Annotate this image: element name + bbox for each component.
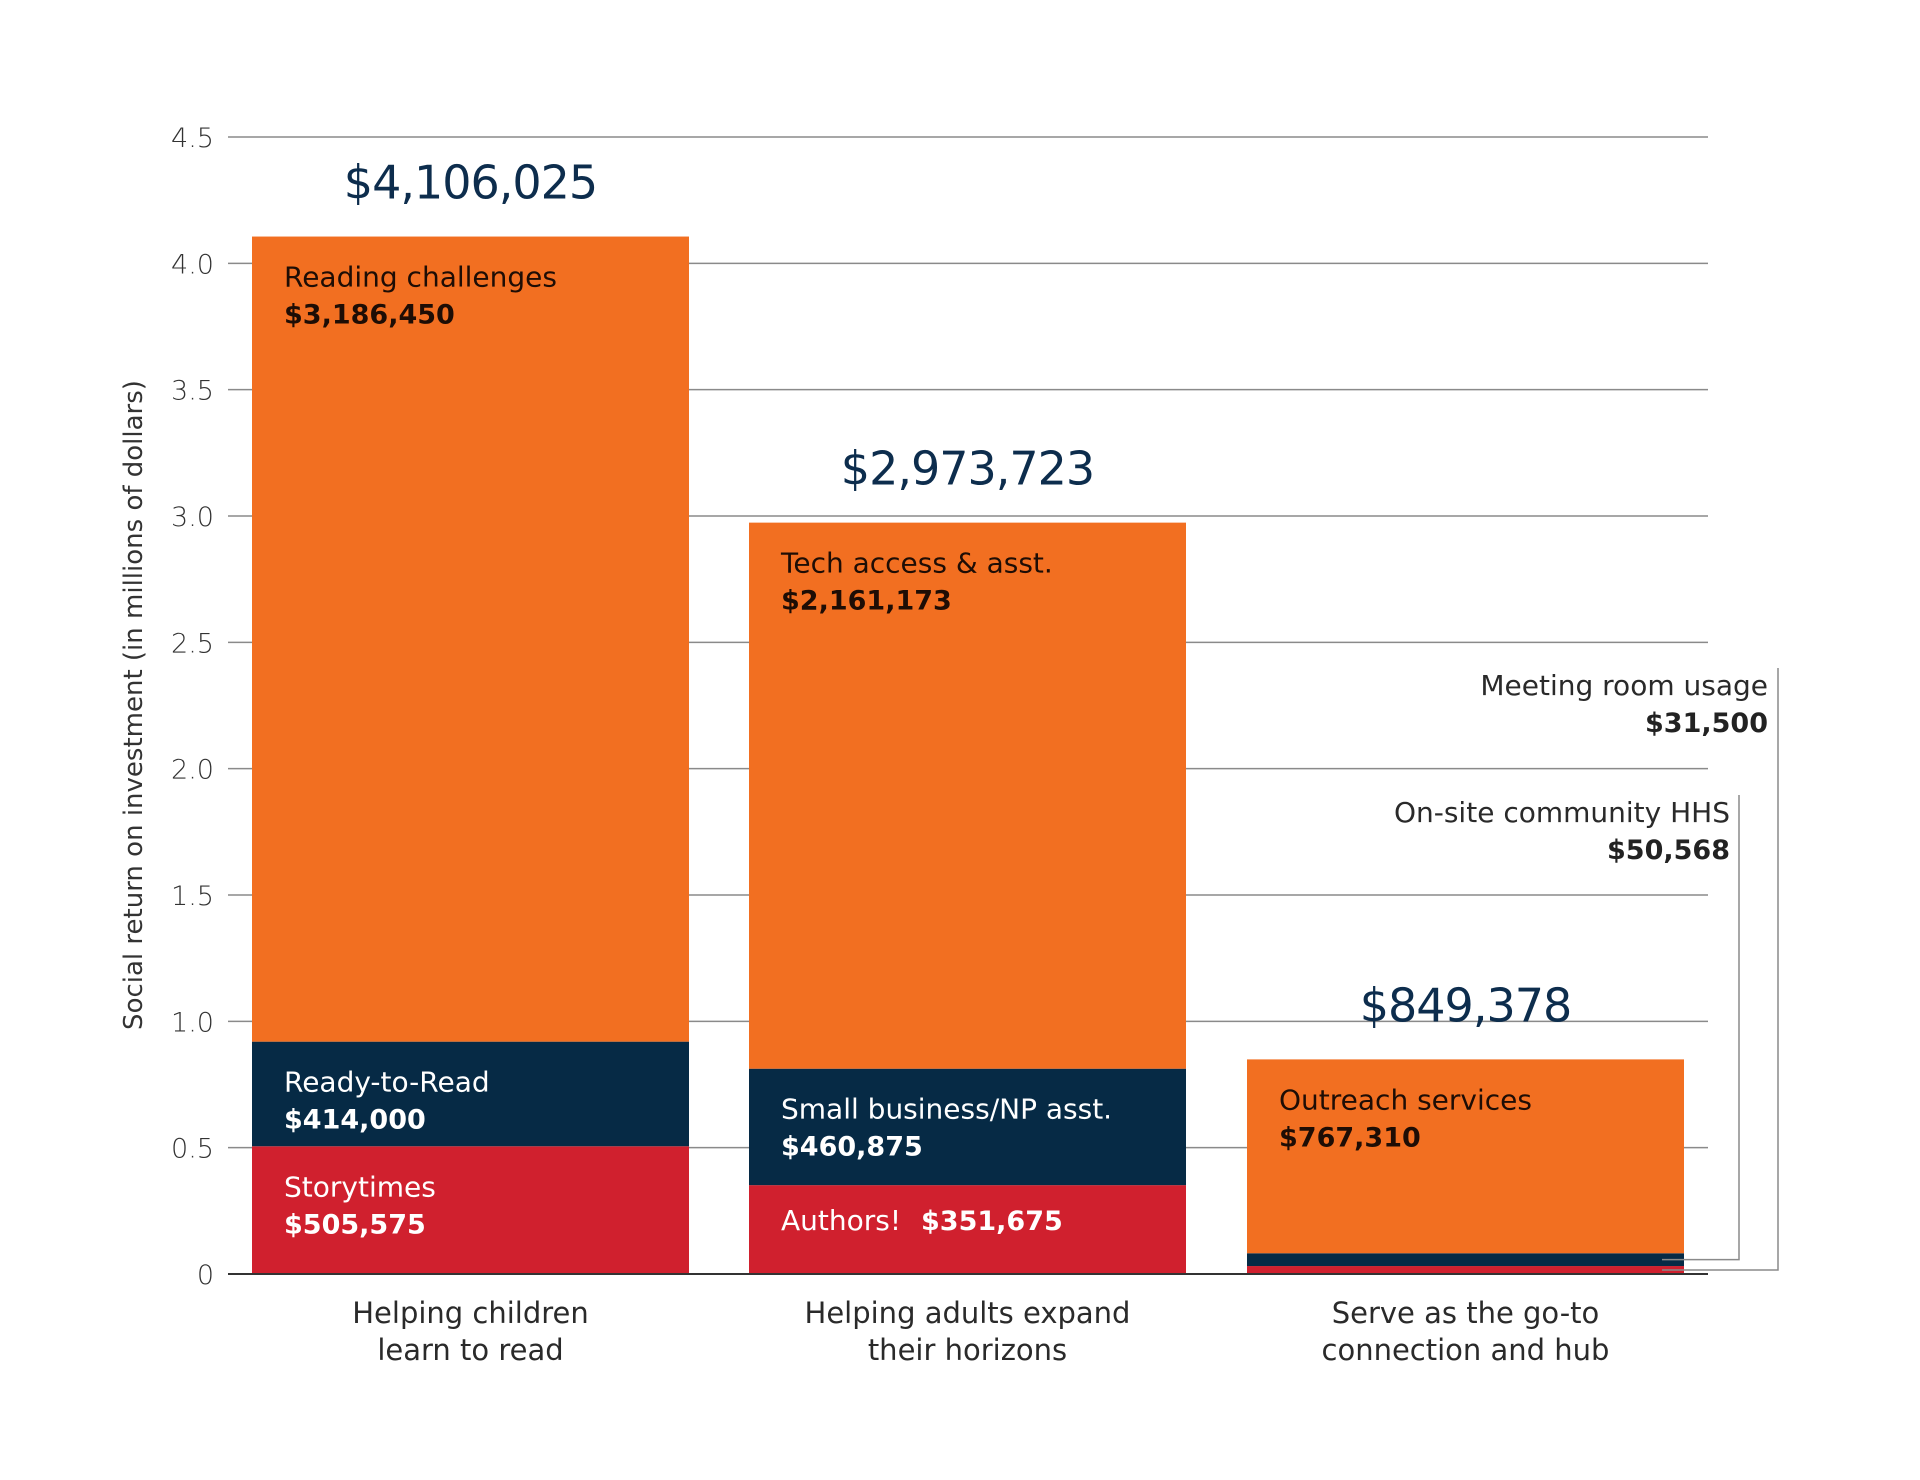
- bar-segment-outreach-services: [1247, 1059, 1684, 1254]
- callout-leader-line: [1662, 795, 1740, 1261]
- segment-value-label: $414,000: [284, 1105, 426, 1136]
- y-axis-label: Social return on investment (in millions…: [119, 380, 149, 1030]
- callout-name-label: Meeting room usage: [1480, 669, 1768, 702]
- y-axis-ticks: 0 0.5 1.0 1.5 2.0 2.5 3.0 3.5 4.0 4.5: [171, 123, 214, 1291]
- callout-leader-line: [1662, 668, 1779, 1271]
- x-category-label: connection and hub: [1322, 1333, 1610, 1367]
- segment-name-label: Outreach services: [1279, 1083, 1532, 1116]
- x-category-label: Serve as the go-to: [1332, 1296, 1600, 1330]
- callout-name-label: On-site community HHS: [1394, 796, 1730, 829]
- segment-value-label: $3,186,450: [284, 300, 455, 331]
- bar-segment-meeting-room-usage: [1247, 1266, 1684, 1274]
- segment-name-label: Ready-to-Read: [284, 1066, 490, 1099]
- bar-segment-on-site-community-hhs: [1247, 1253, 1684, 1267]
- y-tick-label: 4.0: [171, 249, 214, 280]
- y-tick-label: 0.5: [171, 1134, 214, 1165]
- segment-value-label: $767,310: [1279, 1122, 1421, 1153]
- y-tick-label: 1.5: [171, 881, 214, 912]
- y-tick-label: 2.5: [171, 628, 214, 659]
- segment-value-label: $505,575: [284, 1209, 426, 1240]
- bar-total-label: $4,106,025: [344, 156, 597, 210]
- x-category-label: Helping children: [352, 1296, 589, 1330]
- y-tick-label: 2.0: [171, 755, 214, 786]
- callout-value-label: $31,500: [1645, 708, 1768, 739]
- segment-name-label: Tech access & asst.: [780, 547, 1053, 580]
- bar-segment-authors: [749, 1185, 1186, 1274]
- y-tick-label: 4.5: [171, 123, 214, 154]
- bar-segment-small-business-np-asst: [749, 1068, 1186, 1186]
- segment-name-label: Authors!: [781, 1204, 901, 1237]
- y-tick-label: 1.0: [171, 1007, 214, 1038]
- bar-segment-ready-to-read: [252, 1041, 689, 1147]
- bar-total-label: $2,973,723: [841, 442, 1094, 496]
- x-category-label: learn to read: [377, 1333, 563, 1367]
- y-tick-label: 0: [197, 1260, 214, 1291]
- bar-total-label: $849,378: [1360, 978, 1572, 1032]
- callout-value-label: $50,568: [1607, 835, 1730, 866]
- segment-value-label: $2,161,173: [781, 586, 952, 617]
- x-category-label: Helping adults expand: [805, 1296, 1131, 1330]
- bar-segment-tech-access-asst: [749, 522, 1186, 1069]
- bars: Storytimes $505,575 Ready-to-Read $414,000 R…: [252, 236, 1684, 1274]
- y-tick-label: 3.5: [171, 376, 214, 407]
- bar-segment-reading-challenges: [252, 236, 689, 1042]
- x-category-label: their horizons: [868, 1333, 1067, 1367]
- bar-segment-storytimes: [252, 1146, 689, 1274]
- bar-total-labels: $4,106,025 $2,973,723 $849,378: [344, 156, 1572, 1033]
- y-tick-label: 3.0: [171, 502, 214, 533]
- segment-name-label: Storytimes: [284, 1170, 436, 1203]
- segment-name-label: Reading challenges: [284, 261, 557, 294]
- callouts: Meeting room usage $31,500 On-site communi…: [1394, 668, 1779, 1271]
- segment-value-label: $351,675: [921, 1206, 1063, 1237]
- segment-name-label: Small business/NP asst.: [781, 1093, 1112, 1126]
- segment-value-label: $460,875: [781, 1132, 923, 1163]
